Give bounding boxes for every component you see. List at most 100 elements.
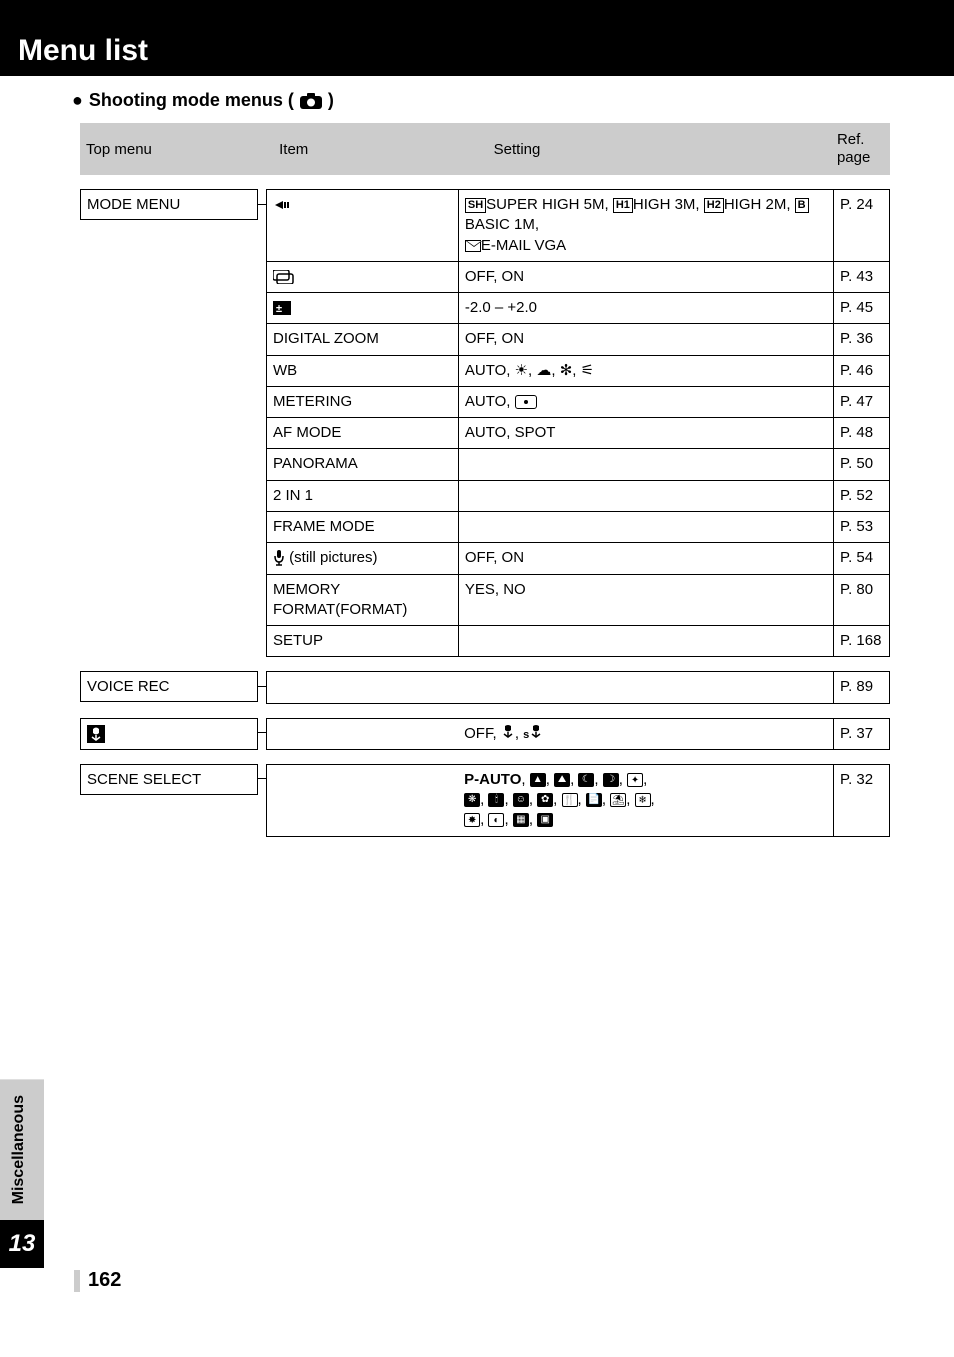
- setting-cell: AUTO, ☀, ☁, ✻, ⚟: [458, 355, 833, 386]
- scene-sports-icon: ✦: [627, 773, 643, 787]
- setting-cell: [458, 449, 833, 480]
- item-cell: PANORAMA: [267, 449, 459, 480]
- voice-rec-section: VOICE REC P. 89: [80, 671, 890, 703]
- chapter-number: 13: [0, 1220, 44, 1268]
- mic-suffix: (still pictures): [285, 549, 378, 566]
- scene-window-icon: ▦: [513, 813, 529, 827]
- column-header-row: Top menu Item Setting Ref. page: [80, 123, 890, 175]
- item-cell: [267, 190, 459, 262]
- h2-text: HIGH 2M,: [724, 196, 795, 213]
- table-row: (still pictures) OFF, ON P. 54: [267, 543, 890, 574]
- item-cell: FRAME MODE: [267, 511, 459, 542]
- camera-icon: [300, 93, 322, 109]
- setting-cell: -2.0 – +2.0: [458, 293, 833, 324]
- setting-cell: [458, 511, 833, 542]
- setting-cell: YES, NO: [458, 574, 833, 626]
- mode-menu-table: SHSUPER HIGH 5M, H1HIGH 3M, H2HIGH 2M, B…: [266, 189, 890, 657]
- setting-cell: OFF, ON: [458, 543, 833, 574]
- subtitle-text: Shooting mode menus (: [89, 90, 294, 111]
- connector-line: [258, 189, 266, 219]
- top-black-band: [0, 0, 954, 28]
- ref-cell: P. 47: [834, 386, 890, 417]
- scene-self-icon: ✿: [537, 793, 553, 807]
- voice-rec-label: VOICE REC: [80, 671, 258, 702]
- exposure-comp-icon: ±: [273, 298, 291, 318]
- table-row: DIGITAL ZOOM OFF, ON P. 36: [267, 324, 890, 355]
- ref-cell: P. 43: [834, 261, 890, 292]
- setting-cell: OFF, , s: [458, 718, 833, 749]
- connector-line: [258, 718, 266, 748]
- table-row: P. 89: [267, 672, 890, 703]
- scene-select-table: P-AUTO, ▲, ⛰, ☾, ☽, ✦, ❋, 🕯, ☺, ✿, 🍴, 📄,…: [266, 764, 890, 837]
- setting-cell: [458, 480, 833, 511]
- table-row: FRAME MODE P. 53: [267, 511, 890, 542]
- table-row: AF MODE AUTO, SPOT P. 48: [267, 418, 890, 449]
- header-ref: Ref. page: [831, 123, 890, 175]
- table-row: PANORAMA P. 50: [267, 449, 890, 480]
- item-cell: 2 IN 1: [267, 480, 459, 511]
- ref-cell: P. 32: [834, 764, 890, 836]
- h1-text: HIGH 3M,: [633, 196, 704, 213]
- setting-cell: AUTO, SPOT: [458, 418, 833, 449]
- tulip-black-icon-2: [529, 725, 543, 742]
- table-row: MEMORY FORMAT(FORMAT) YES, NO P. 80: [267, 574, 890, 626]
- scene-beach-icon: ⛱: [610, 793, 626, 807]
- scene-night-portrait-icon: ☽: [603, 773, 619, 787]
- sh-glyph: SH: [465, 198, 486, 213]
- tulip-icon: [87, 725, 105, 743]
- subtitle-suffix: ): [328, 90, 334, 111]
- scene-documents-icon: 📄: [586, 793, 602, 807]
- macro-prefix: OFF,: [464, 725, 501, 742]
- scene-landscape-icon: ▲: [530, 773, 546, 787]
- ref-cell: P. 24: [834, 190, 890, 262]
- sh-text: SUPER HIGH 5M,: [486, 196, 613, 213]
- setting-cell: [458, 626, 833, 657]
- item-cell: [267, 261, 459, 292]
- h1-glyph: H1: [613, 198, 633, 213]
- scene-portrait-icon: ☺: [513, 793, 529, 807]
- table-row: P-AUTO, ▲, ⛰, ☾, ☽, ✦, ❋, 🕯, ☺, ✿, 🍴, 📄,…: [267, 764, 890, 836]
- scene-candle-icon: 🕯: [488, 793, 504, 807]
- scene-sunset-icon: ◐: [488, 813, 504, 827]
- header-topmenu: Top menu: [80, 123, 273, 175]
- h2-glyph: H2: [704, 198, 724, 213]
- scene-indoor-icon: ❋: [464, 793, 480, 807]
- setting-cell: P-AUTO, ▲, ⛰, ☾, ☽, ✦, ❋, 🕯, ☺, ✿, 🍴, 📄,…: [458, 764, 833, 836]
- ref-cell: P. 36: [834, 324, 890, 355]
- item-cell: METERING: [267, 386, 459, 417]
- table-row: 2 IN 1 P. 52: [267, 480, 890, 511]
- scene-snow-icon: ❄: [635, 793, 651, 807]
- scene-landscape-portrait-icon: ⛰: [554, 773, 570, 787]
- table-row: OFF, ON P. 43: [267, 261, 890, 292]
- ref-cell: P. 54: [834, 543, 890, 574]
- ref-cell: P. 80: [834, 574, 890, 626]
- ref-cell: P. 89: [834, 672, 890, 703]
- record-mode-icon: [273, 195, 291, 215]
- scene-prefix: P-AUTO: [464, 771, 521, 788]
- scene-cuisine-icon: 🍴: [562, 793, 578, 807]
- setting-cell: AUTO,: [458, 386, 833, 417]
- email-icon: [465, 240, 481, 252]
- item-cell: MEMORY FORMAT(FORMAT): [267, 574, 459, 626]
- burst-icon: [273, 267, 295, 287]
- item-cell: SETUP: [267, 626, 459, 657]
- mode-menu-label: MODE MENU: [80, 189, 258, 220]
- item-cell: [267, 764, 459, 836]
- page-title: Menu list: [0, 28, 954, 76]
- table-row: METERING AUTO, P. 47: [267, 386, 890, 417]
- ref-cell: P. 46: [834, 355, 890, 386]
- connector-line: [258, 764, 266, 794]
- setting-cell: SHSUPER HIGH 5M, H1HIGH 3M, H2HIGH 2M, B…: [458, 190, 833, 262]
- tulip-black-icon: [501, 725, 515, 742]
- voice-rec-table: P. 89: [266, 671, 890, 703]
- scene-select-section: SCENE SELECT P-AUTO, ▲, ⛰, ☾, ☽, ✦, ❋, 🕯…: [80, 764, 890, 837]
- microphone-icon: [273, 548, 285, 568]
- setting-cell: OFF, ON: [458, 324, 833, 355]
- macro-table: OFF, , s P. 37: [266, 718, 890, 750]
- ref-cell: P. 37: [834, 718, 890, 749]
- table-row: SHSUPER HIGH 5M, H1HIGH 3M, H2HIGH 2M, B…: [267, 190, 890, 262]
- header-item: Item: [273, 123, 488, 175]
- side-tab: Miscellaneous: [0, 1079, 44, 1220]
- item-cell: WB: [267, 355, 459, 386]
- ref-cell: P. 48: [834, 418, 890, 449]
